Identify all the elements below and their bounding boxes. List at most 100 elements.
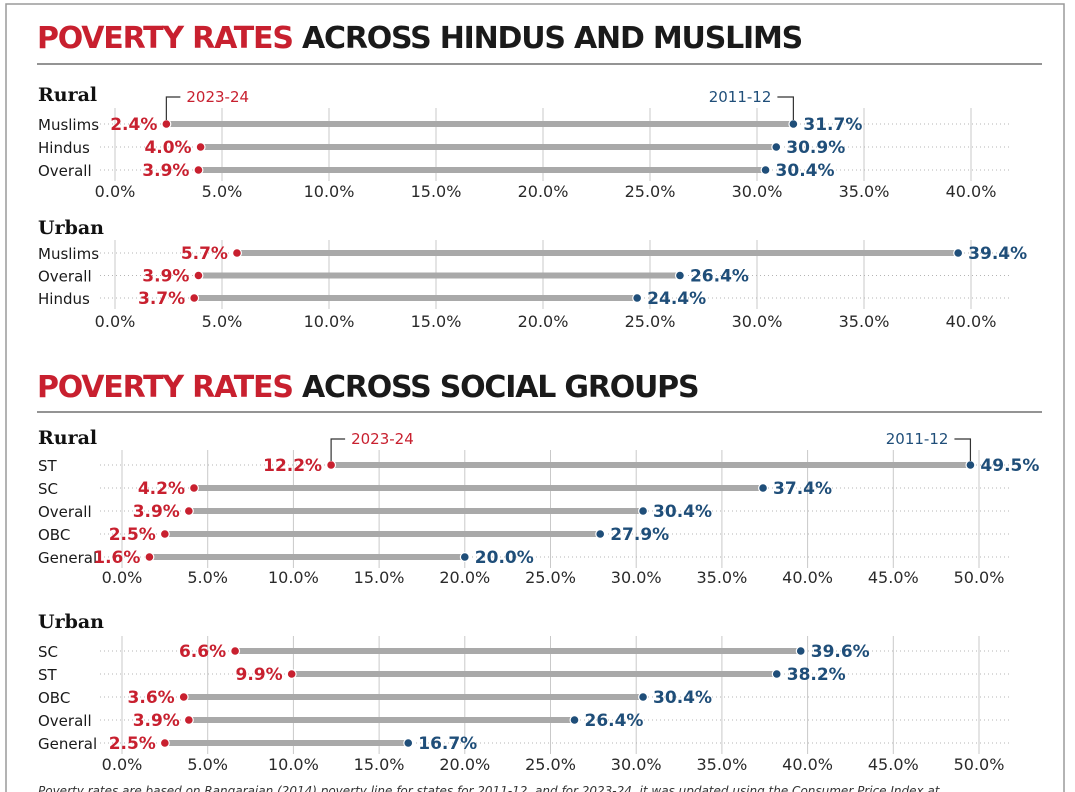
- chart3-title: POVERTY RATES ACROSS SOCIAL GROUPS: [37, 370, 698, 405]
- chart3-category-label: Overall: [38, 503, 92, 521]
- chart2-value-label-2011: 39.4%: [968, 244, 1027, 264]
- chart4-value-label-2023: 3.6%: [128, 688, 175, 708]
- chart1-tick-label: 5.0%: [202, 182, 243, 201]
- chart4-tick-label: 45.0%: [868, 755, 919, 774]
- chart3-category-label: ST: [38, 457, 58, 475]
- chart1-title-red: POVERTY RATES: [37, 21, 293, 56]
- chart4-value-label-2011: 30.4%: [653, 688, 712, 708]
- chart3-value-label-2023: 2.5%: [109, 525, 156, 545]
- chart1-tick-label: 30.0%: [732, 182, 783, 201]
- chart4-tick-label: 40.0%: [782, 755, 833, 774]
- chart3-tick-label: 5.0%: [187, 568, 228, 587]
- chart2-category-label: Overall: [38, 268, 92, 286]
- chart3-dot-2011: [596, 530, 605, 538]
- chart3-dot-2023: [190, 484, 198, 492]
- chart4-value-label-2011: 26.4%: [584, 711, 643, 731]
- chart4-dot-2011: [570, 716, 579, 724]
- chart3-panel-label: Rural: [38, 427, 97, 449]
- figure-border: [5, 3, 1065, 792]
- chart4-dot-2011: [404, 739, 413, 747]
- chart2-category-label: Hindus: [38, 290, 90, 308]
- chart1-annotation-2011: 2011-12: [709, 88, 772, 106]
- chart1-tick-label: 35.0%: [839, 182, 890, 201]
- chart3-value-label-2023: 3.9%: [133, 502, 180, 522]
- chart1-value-label-2023: 2.4%: [110, 115, 157, 135]
- chart4-category-label: General: [38, 735, 97, 753]
- chart4-tick-label: 50.0%: [954, 755, 1005, 774]
- chart4-tick-label: 30.0%: [611, 755, 662, 774]
- chart3-value-label-2011: 37.4%: [773, 479, 832, 499]
- chart4-dot-2023: [179, 693, 188, 701]
- chart1-value-label-2011: 31.7%: [803, 115, 862, 135]
- chart4-category-label: OBC: [38, 689, 70, 707]
- chart3-annotation-2023: 2023-24: [351, 430, 414, 448]
- chart1-tick-label: 20.0%: [518, 182, 569, 201]
- chart3-tick-label: 50.0%: [954, 568, 1005, 587]
- chart2-tick-label: 25.0%: [625, 312, 676, 331]
- chart4-dot-2023: [231, 647, 239, 655]
- chart4-value-label-2023: 3.9%: [133, 711, 180, 731]
- chart1-dot-2011: [761, 166, 770, 174]
- chart1-category-label: Muslims: [38, 116, 99, 134]
- chart3-tick-label: 0.0%: [102, 568, 143, 587]
- chart1-panel-label: Rural: [38, 84, 97, 106]
- chart4-panel-label: Urban: [38, 611, 104, 633]
- chart4-tick-label: 35.0%: [696, 755, 747, 774]
- chart1-category-label: Hindus: [38, 139, 90, 157]
- chart3-value-label-2011: 27.9%: [610, 525, 669, 545]
- chart4-tick-label: 20.0%: [439, 755, 490, 774]
- chart2-dot-2011: [676, 271, 684, 280]
- chart2-tick-label: 5.0%: [202, 312, 243, 331]
- chart3-annotation-2011: 2011-12: [886, 430, 949, 448]
- chart3-title-red: POVERTY RATES: [37, 370, 293, 405]
- chart3-value-label-2023: 4.2%: [138, 479, 185, 499]
- chart4-category-label: Overall: [38, 712, 92, 730]
- chart2-tick-label: 20.0%: [518, 312, 569, 331]
- chart1-leader-2011: [777, 96, 794, 120]
- chart1-dot-2011: [772, 143, 781, 151]
- chart3-dot-2011: [966, 461, 975, 469]
- chart1-tick-label: 0.0%: [95, 182, 136, 201]
- chart2-dot-2023: [233, 249, 241, 257]
- chart3-value-label-2011: 30.4%: [653, 502, 712, 522]
- chart3-leader-2023: [330, 438, 346, 461]
- chart4-dot-2023: [185, 716, 193, 724]
- chart3-tick-label: 25.0%: [525, 568, 576, 587]
- chart1-dot-2011: [789, 120, 798, 128]
- chart1-title: POVERTY RATES ACROSS HINDUS AND MUSLIMS: [37, 21, 802, 56]
- chart4-tick-label: 0.0%: [102, 755, 143, 774]
- chart3-tick-label: 30.0%: [611, 568, 662, 587]
- chart1-dot-2023: [196, 143, 205, 151]
- chart4-category-label: SC: [38, 643, 58, 661]
- chart4-value-label-2011: 38.2%: [787, 665, 846, 685]
- chart3-value-label-2023: 1.6%: [93, 548, 140, 568]
- chart3-dot-2023: [185, 507, 193, 515]
- chart3-tick-label: 15.0%: [354, 568, 405, 587]
- chart1-value-label-2023: 3.9%: [142, 161, 189, 181]
- chart4-dot-2023: [161, 739, 169, 747]
- chart2-dot-2023: [190, 294, 198, 302]
- chart2-value-label-2023: 3.9%: [142, 267, 189, 287]
- chart3-category-label: SC: [38, 480, 58, 498]
- chart3-title-rest: ACROSS SOCIAL GROUPS: [293, 370, 699, 405]
- chart2-tick-label: 35.0%: [839, 312, 890, 331]
- chart3-category-label: OBC: [38, 526, 70, 544]
- chart3-tick-label: 40.0%: [782, 568, 833, 587]
- chart1-value-label-2023: 4.0%: [144, 138, 191, 158]
- chart3-dot-2023: [145, 553, 154, 561]
- chart2-tick-label: 40.0%: [946, 312, 997, 331]
- chart3-tick-label: 35.0%: [696, 568, 747, 587]
- chart3-value-label-2023: 12.2%: [263, 456, 322, 476]
- chart1-leader-2023: [165, 96, 181, 120]
- chart2-tick-label: 30.0%: [732, 312, 783, 331]
- chart2-tick-label: 0.0%: [95, 312, 136, 331]
- chart3-tick-label: 10.0%: [268, 568, 319, 587]
- chart1-category-label: Overall: [38, 162, 92, 180]
- chart4-value-label-2023: 6.6%: [179, 642, 226, 662]
- chart2-category-label: Muslims: [38, 245, 99, 263]
- chart2-value-label-2023: 3.7%: [138, 289, 185, 309]
- chart2-value-label-2023: 5.7%: [181, 244, 228, 264]
- chart1-dot-2023: [162, 120, 171, 128]
- chart2-tick-label: 10.0%: [304, 312, 355, 331]
